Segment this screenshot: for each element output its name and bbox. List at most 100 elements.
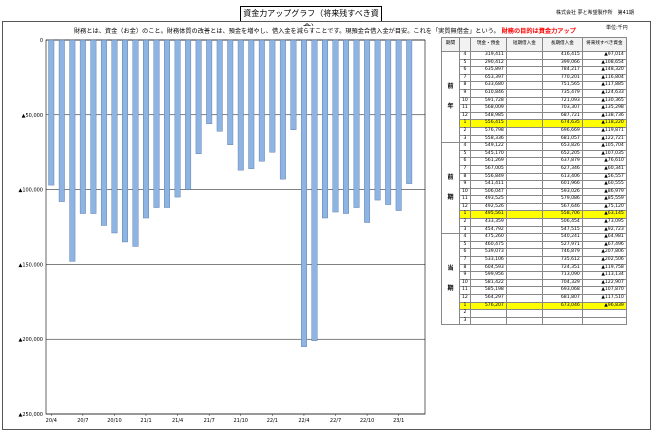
bar — [206, 39, 213, 124]
cell-short — [505, 104, 543, 113]
bar — [153, 39, 160, 208]
cell-month: 11 — [459, 286, 471, 295]
bar — [164, 39, 171, 208]
cell-cash: 545,170 — [469, 149, 507, 159]
table-row: 5 290,412 399,066 ▲108,654 — [442, 58, 627, 68]
cell-cash: 653,397 — [469, 73, 507, 83]
table-row: 3 — [442, 316, 627, 326]
table-row: 3 558,336 681,057 ▲122,721 — [442, 134, 627, 144]
cell-long: 637,879 — [541, 157, 583, 166]
cell-short — [505, 88, 543, 98]
plot-area — [45, 39, 426, 415]
cell-month: 2 — [459, 126, 471, 136]
x-tick-label: 21/1 — [140, 418, 151, 424]
cell-cash: 610,846 — [469, 88, 507, 98]
col-header-cash: 現金・預金 — [469, 37, 507, 52]
cell-cash: 492,526 — [469, 202, 507, 212]
cell-reserve — [581, 309, 627, 318]
bar — [248, 39, 255, 169]
cell-reserve: ▲116,804 — [581, 73, 627, 83]
cell-cash — [469, 316, 507, 326]
cell-month: 8 — [459, 172, 471, 182]
cell-short — [505, 256, 543, 265]
cell-month: 5 — [459, 240, 471, 250]
bar — [237, 39, 244, 171]
cell-short — [505, 202, 543, 212]
bar — [353, 39, 360, 208]
cell-reserve: ▲76,610 — [581, 157, 627, 166]
table-row: 2 433,359 506,454 ▲73,095 — [442, 218, 627, 227]
bar — [69, 39, 76, 262]
period-label: 前年 — [441, 50, 460, 144]
cell-short — [505, 286, 543, 295]
cell-cash: 567,005 — [469, 164, 507, 174]
cell-reserve: ▲60,341 — [581, 164, 627, 174]
cell-cash: 604,593 — [469, 263, 507, 273]
cell-cash: 558,336 — [469, 134, 507, 144]
cell-short — [505, 172, 543, 182]
table-row: 2 — [442, 309, 627, 318]
cell-month: 4 — [459, 142, 471, 151]
cell-month: 11 — [459, 195, 471, 204]
cell-month: 10 — [459, 187, 471, 197]
bar — [406, 39, 413, 184]
x-tick-label: 22/10 — [360, 418, 374, 424]
chart-frame — [2, 21, 651, 430]
cell-cash: 493,525 — [469, 195, 507, 204]
cell-month: 3 — [459, 316, 471, 326]
cell-cash: 319,411 — [469, 51, 507, 60]
cell-reserve: ▲117,510 — [581, 294, 627, 303]
cell-reserve: ▲207,806 — [581, 248, 627, 258]
cell-cash: 541,411 — [469, 180, 507, 189]
cell-month: 2 — [459, 218, 471, 227]
cell-cash: 454,792 — [469, 225, 507, 235]
bar — [143, 39, 149, 219]
cell-long: 735,612 — [541, 256, 583, 265]
cell-short — [505, 316, 543, 326]
cell-reserve: ▲86,979 — [581, 187, 627, 197]
cell-cash: 495,561 — [469, 210, 507, 220]
cell-month: 6 — [459, 66, 471, 75]
cell-long — [541, 309, 583, 318]
cell-short — [505, 149, 543, 159]
cell-long: 579,086 — [541, 195, 583, 204]
cell-long: 721,093 — [541, 96, 583, 106]
table-row: 12 492,526 567,646 ▲75,120 — [442, 202, 627, 212]
cell-short — [505, 294, 543, 303]
cell-month: 5 — [459, 58, 471, 68]
cell-long: 687,721 — [541, 111, 583, 121]
unit-label: 単位:千円 — [606, 25, 628, 31]
cell-short — [505, 66, 543, 75]
cell-reserve: ▲107,035 — [581, 149, 627, 159]
cell-cash: 576,207 — [469, 301, 507, 311]
cell-long: 704,329 — [541, 278, 583, 288]
table-row: 1 576,207 673,046 ▲96,839 — [442, 301, 627, 311]
data-table: 期間 現金・預金 短期借入金 長期借入金 将来残すべき資金 前年 4 319,411… — [441, 37, 627, 326]
cell-cash: 564,297 — [469, 294, 507, 303]
table-row: 9 541,411 601,966 ▲60,555 — [442, 180, 627, 189]
cell-short — [505, 240, 543, 250]
x-tick-label: 21/7 — [204, 418, 215, 424]
x-tick-label: 22/4 — [298, 418, 309, 424]
cell-short — [505, 81, 543, 90]
cell-reserve: ▲122,721 — [581, 134, 627, 144]
table-row: 11 568,009 703,307 ▲135,298 — [442, 104, 627, 113]
x-tick-label: 20/7 — [77, 418, 88, 424]
cell-reserve: ▲64,981 — [581, 233, 627, 242]
bar — [258, 39, 265, 162]
cell-long: 674,635 — [541, 119, 583, 128]
x-tick-label: 21/10 — [234, 418, 248, 424]
cell-month: 9 — [459, 271, 471, 280]
table-row: 7 567,005 627,346 ▲60,341 — [442, 164, 627, 174]
cell-cash: 506,047 — [469, 187, 507, 197]
bar — [79, 39, 86, 214]
cell-cash: 576,798 — [469, 126, 507, 136]
bar — [174, 39, 181, 198]
y-tick-label: 0 — [40, 38, 43, 44]
x-tick-label: 22/1 — [267, 418, 278, 424]
cell-month: 7 — [459, 164, 471, 174]
table-row: 7 653,397 770,201 ▲116,804 — [442, 73, 627, 83]
bar — [227, 39, 234, 145]
table-row: 10 581,422 704,329 ▲122,907 — [442, 278, 627, 288]
